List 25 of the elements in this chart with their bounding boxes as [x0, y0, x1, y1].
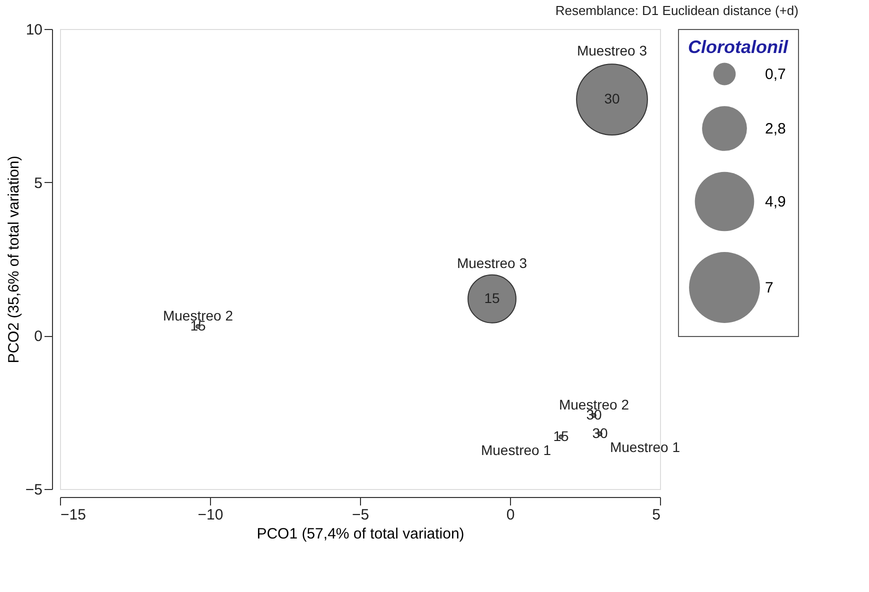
y-tick-label: 0 — [34, 328, 42, 346]
y-axis-title: PCO2 (35,6% of total variation) — [5, 156, 22, 364]
x-tick-label: −5 — [352, 506, 370, 524]
y-tick-label: 5 — [34, 174, 42, 192]
annotation: Muestreo 1 — [480, 442, 552, 458]
annotation: Muestreo 1 — [610, 438, 680, 455]
annotation: Muestreo 3 — [456, 254, 528, 271]
chart-title: Resemblance: D1 Euclidean distance (+d) — [555, 3, 798, 18]
annotation: Muestreo 3 — [576, 42, 648, 59]
legend-label: 4,9 — [765, 194, 786, 210]
y-tick-label: −5 — [25, 482, 42, 498]
y-tick-label: 10 — [26, 22, 42, 38]
x-tick-label: 0 — [506, 506, 515, 524]
annotation: 30 — [592, 424, 608, 441]
annotation: 30 — [604, 90, 620, 107]
legend-label: 0,7 — [765, 66, 786, 83]
legend-label: 7 — [765, 280, 774, 296]
x-tick-label: 5 — [652, 506, 660, 524]
x-tick-label: −15 — [60, 506, 86, 524]
x-axis-title: PCO1 (57,4% of total variation) — [256, 526, 464, 542]
annotation: 15 — [484, 290, 500, 306]
x-tick-label: −10 — [198, 506, 224, 524]
legend-title: Clorotalonil — [688, 37, 789, 57]
legend-label: 2,8 — [765, 120, 786, 138]
annotation: 15 — [553, 428, 569, 444]
